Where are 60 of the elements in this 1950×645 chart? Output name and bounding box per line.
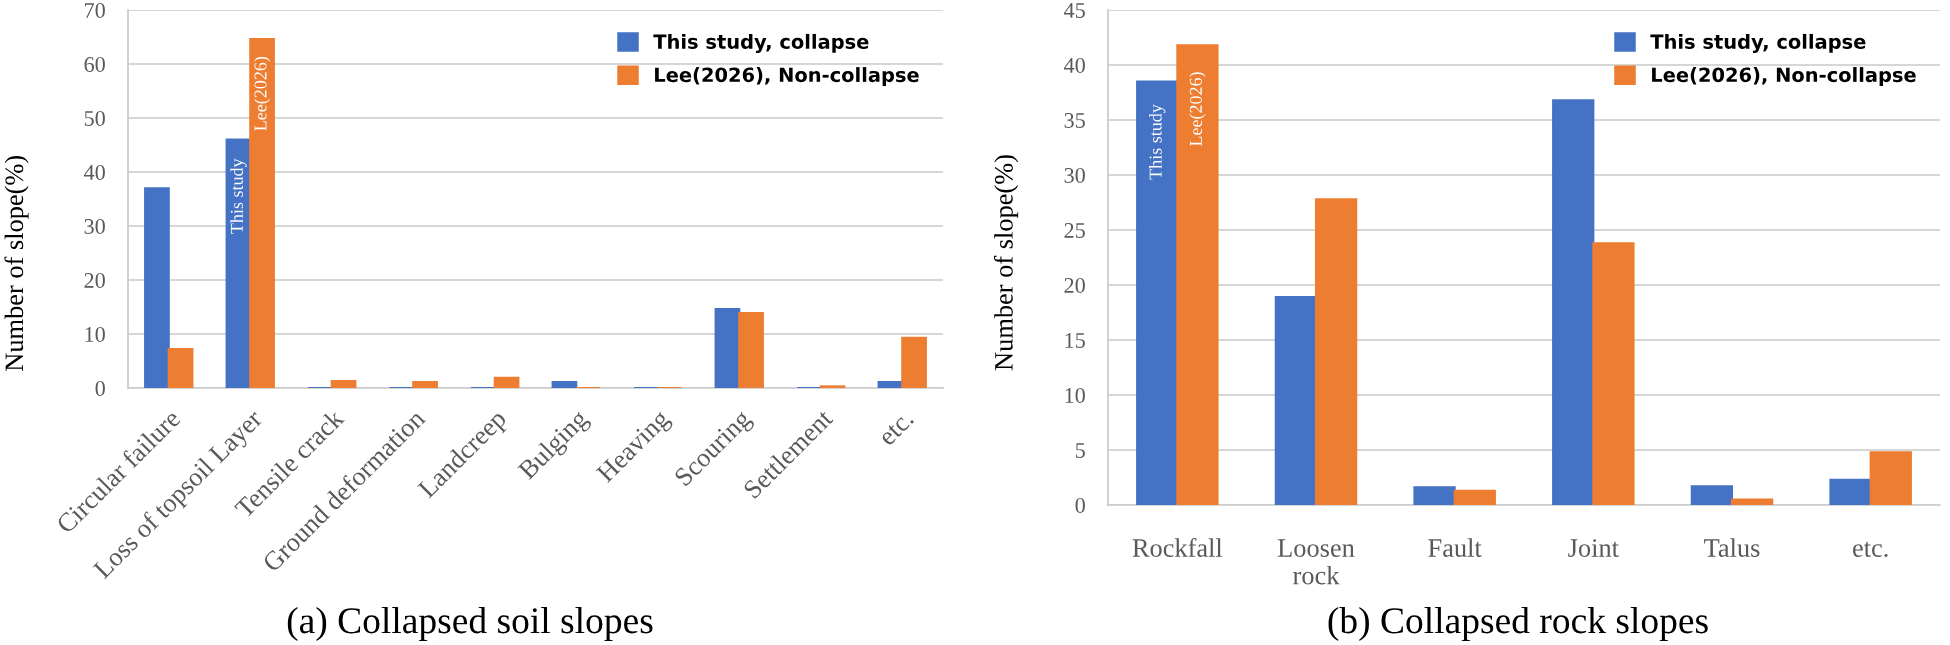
- y-tick-label: 10: [1065, 387, 1085, 403]
- x-tick-label: Joint: [1568, 539, 1619, 557]
- bar: [144, 187, 170, 388]
- annotation: Lee(2026): [253, 56, 271, 131]
- annotation: This study: [1149, 104, 1166, 180]
- bar: [738, 311, 764, 388]
- legend-label: Lee(2026), Non-collapse: [655, 67, 919, 86]
- bar: [877, 381, 904, 388]
- legend-label: Lee(2026), Non-collapse: [1652, 67, 1916, 86]
- y-tick-label: 60: [84, 56, 105, 72]
- bar: [330, 379, 357, 388]
- bar: [901, 336, 927, 388]
- y-tick-label: 20: [84, 272, 105, 288]
- bar: [1690, 485, 1734, 505]
- bar: [1274, 296, 1318, 505]
- bar: [1552, 99, 1595, 505]
- bar: [167, 348, 194, 388]
- y-tick-label: 0: [95, 380, 105, 396]
- y-tick-label: 45: [1063, 3, 1085, 18]
- x-tick-label: Talus: [1704, 538, 1760, 557]
- bar: [1592, 242, 1635, 505]
- annotation: Lee(2026): [1189, 72, 1206, 147]
- bar: [1829, 478, 1872, 505]
- y-tick-label: 30: [1064, 167, 1085, 183]
- bar: [493, 376, 520, 388]
- y-tick-label: 15: [1065, 333, 1085, 348]
- x-tick-label: etc.: [1853, 541, 1888, 558]
- y-tick-label: 35: [1064, 112, 1085, 128]
- y-tick-label: 50: [84, 110, 105, 126]
- bar: [1730, 498, 1774, 505]
- y-tick-label: 30: [84, 218, 105, 234]
- y-tick-label: 25: [1064, 222, 1085, 238]
- x-tick-label: Rockfall: [1132, 538, 1223, 557]
- y-tick-label: 5: [1075, 443, 1085, 458]
- y-tick-label: 40: [1063, 57, 1085, 73]
- text: (b) Collapsed rock slopes: [1328, 607, 1708, 641]
- bar: [551, 381, 578, 388]
- x-tick-label: Fault: [1428, 538, 1482, 557]
- text: (a) Collapsed soil slopes: [287, 607, 653, 641]
- annotation: This study: [230, 158, 247, 234]
- bar: [1176, 44, 1219, 505]
- y-tick-label: 70: [85, 2, 105, 18]
- bar: [1413, 486, 1456, 505]
- y-tick-label: 20: [1064, 277, 1085, 293]
- x-tick-label: Loosen rock: [1277, 539, 1355, 585]
- legend-label: This study, collapse: [1650, 33, 1866, 53]
- bar: [249, 38, 275, 388]
- bar: [1136, 80, 1179, 505]
- bar: [1314, 198, 1358, 505]
- bar: [1869, 451, 1912, 505]
- y-axis-title: Number of slope(%): [993, 155, 1019, 371]
- legend-label: This study, collapse: [653, 33, 869, 53]
- y-tick-label: 40: [83, 164, 105, 180]
- y-tick-label: 10: [85, 326, 105, 342]
- bar: [412, 381, 438, 388]
- bar: [1453, 489, 1496, 505]
- x-tick-label: etc.: [879, 411, 915, 447]
- bar: [714, 308, 741, 388]
- y-axis-title: Number of slope(%): [4, 155, 29, 371]
- y-tick-label: 0: [1075, 497, 1085, 513]
